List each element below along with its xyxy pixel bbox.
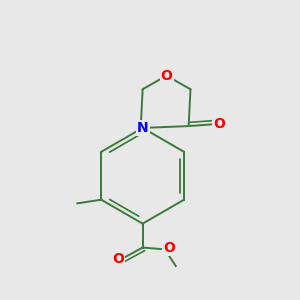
Text: O: O (213, 117, 225, 131)
Text: O: O (112, 252, 124, 266)
Text: N: N (137, 121, 148, 135)
Text: O: O (163, 241, 175, 254)
Text: O: O (160, 69, 172, 83)
